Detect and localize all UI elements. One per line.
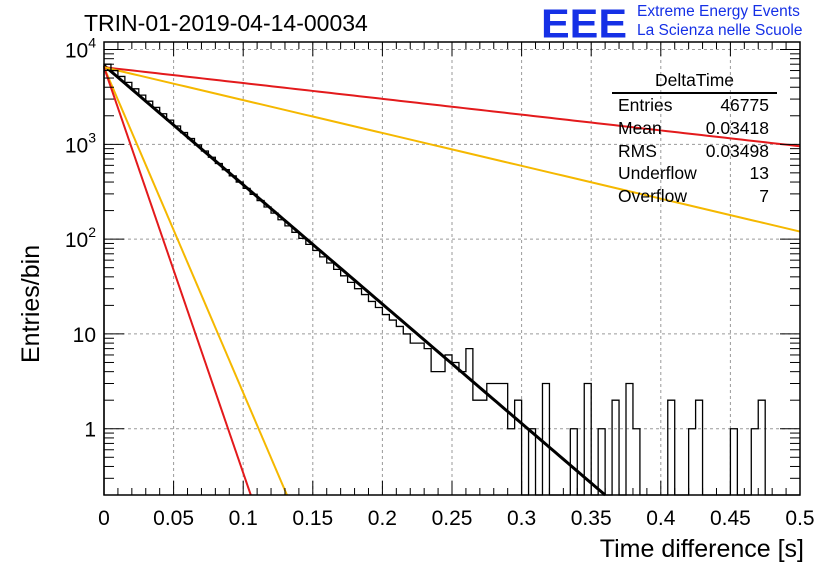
y-tick-label: 103 <box>65 129 96 157</box>
x-tick-labels: 0 0.05 0.1 0.15 0.2 0.25 0.3 0.35 0.4 0.45 0.5 <box>98 507 814 530</box>
fit-curve <box>103 66 252 496</box>
y-tick-label: 104 <box>65 35 96 63</box>
y-axis-label: Entries/bin <box>17 244 45 363</box>
logo-line-1: Extreme Energy Events <box>637 3 800 20</box>
stats-value: 46775 <box>720 95 769 115</box>
fit-curve <box>103 64 607 497</box>
fit-curve <box>103 66 801 148</box>
x-tick-label: 0.1 <box>229 507 258 530</box>
x-tick-label: 0.2 <box>368 507 397 530</box>
x-tick-label: 0 <box>98 507 110 530</box>
x-tick-label: 0.3 <box>507 507 536 530</box>
x-tick-label: 0.15 <box>292 507 333 530</box>
fit-curve <box>103 66 288 496</box>
x-tick-label: 0.05 <box>153 507 194 530</box>
stats-label: Entries <box>618 95 673 115</box>
stats-row: RMS 0.03498 <box>612 140 777 163</box>
eee-logo: EEE <box>541 1 628 47</box>
stats-value: 13 <box>749 163 769 184</box>
stats-box: DeltaTime Entries 46775 Mean 0.03418 RMS 0.… <box>612 70 777 208</box>
stats-row: Mean 0.03418 <box>612 117 777 140</box>
stats-label: Underflow <box>618 163 697 184</box>
stats-title: DeltaTime <box>612 70 777 94</box>
stats-row: Overflow 7 <box>612 185 777 208</box>
y-tick-label: 10 <box>73 324 96 347</box>
stats-row: Entries 46775 <box>612 94 777 117</box>
logo-line-2: La Scienza nelle Scuole <box>637 22 803 39</box>
axis-ticks <box>103 42 801 496</box>
y-tick-label: 102 <box>65 224 96 252</box>
x-tick-label: 0.25 <box>432 507 473 530</box>
stats-label: Overflow <box>618 186 688 207</box>
stats-value: 0.03498 <box>705 140 769 161</box>
x-tick-label: 0.35 <box>571 507 612 530</box>
y-tick-label: 1 <box>84 419 96 442</box>
stats-label: Mean <box>618 117 662 138</box>
fit-curve <box>103 66 801 233</box>
stats-value: 7 <box>759 186 769 207</box>
x-tick-label: 0.45 <box>710 507 751 530</box>
chart-title: TRIN-01-2019-04-14-00034 <box>84 10 368 36</box>
stats-row: Underflow 13 <box>612 162 777 185</box>
y-tick-labels: 1 10 102 103 104 <box>65 35 96 442</box>
stats-value: 0.03418 <box>705 117 769 138</box>
x-tick-label: 0.5 <box>785 507 814 530</box>
x-tick-label: 0.4 <box>646 507 676 530</box>
x-axis-label: Time difference [s] <box>599 535 804 563</box>
stats-label: RMS <box>618 140 657 161</box>
